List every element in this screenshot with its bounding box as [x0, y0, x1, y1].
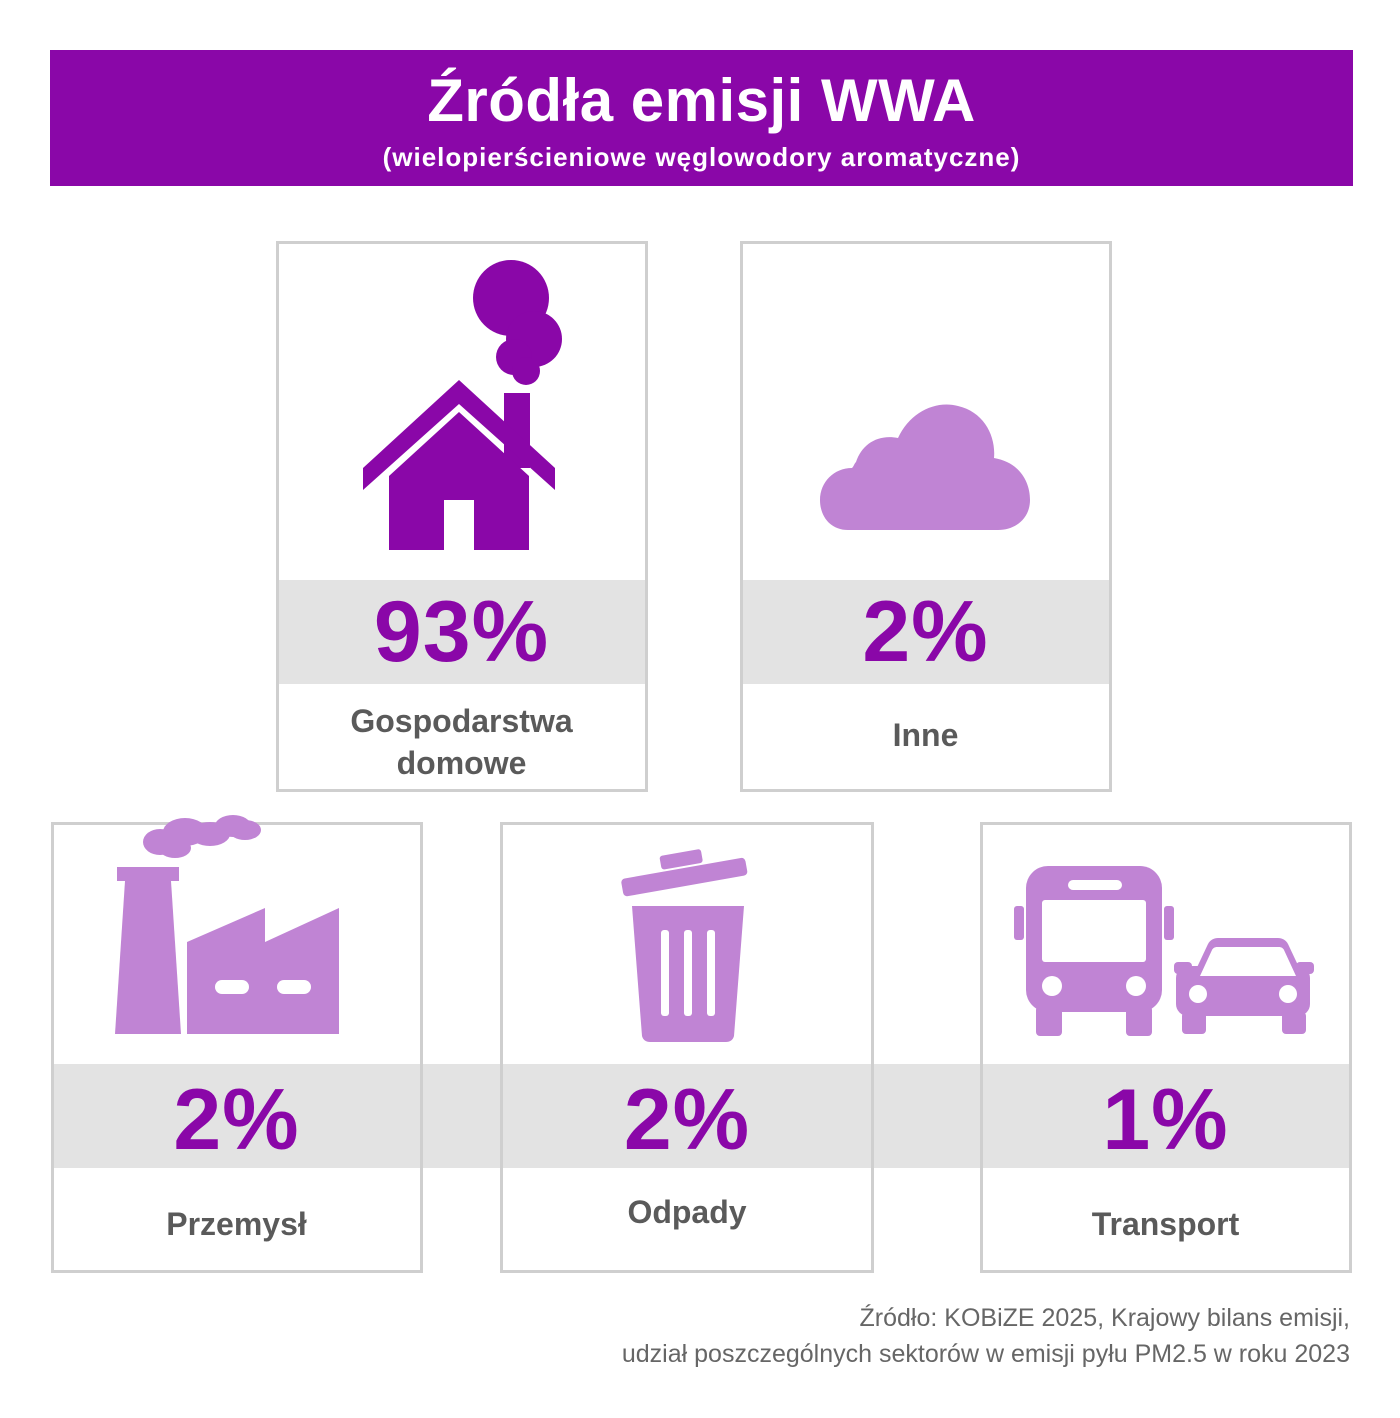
house-chimney-smoke-icon: [363, 260, 562, 550]
label-gospodarstwa-line-1: Gospodarstwa: [350, 703, 573, 739]
value-band-bottom: [52, 1064, 1350, 1168]
source-note: Źródło: KOBiZE 2025, Krajowy bilans emis…: [622, 1300, 1350, 1372]
card-odpady: [500, 822, 874, 1273]
label-gospodarstwa-line-2: domowe: [396, 745, 527, 781]
cloud-icon: [820, 404, 1030, 530]
bus-and-car-icon: [1014, 866, 1314, 1036]
label-inne: Inne: [892, 717, 959, 753]
card-inne: [740, 241, 1112, 792]
factory-icon: [115, 815, 339, 1034]
chart-subtitle: (wielopierścieniowe węglowodory aromatyc…: [382, 142, 1021, 172]
value-inne: 2%: [862, 584, 989, 680]
value-przemysl: 2%: [173, 1072, 300, 1168]
chart-title: Źródła emisji WWA: [427, 67, 976, 134]
title-banner: Źródła emisji WWA (wielopierścieniowe wę…: [50, 50, 1353, 186]
value-band-top-right: [741, 580, 1110, 684]
trash-bin-icon: [621, 849, 748, 1042]
source-line-1: Źródło: KOBiZE 2025, Krajowy bilans emis…: [859, 1304, 1350, 1332]
value-gospodarstwa-domowe: 93%: [373, 584, 550, 680]
card-transport: [980, 822, 1352, 1273]
label-odpady: Odpady: [627, 1194, 747, 1230]
label-przemysl: Przemysł: [166, 1206, 307, 1242]
value-band-top-left: [277, 580, 646, 684]
label-gospodarstwa-domowe: Gospodarstwa domowe: [277, 700, 646, 784]
card-gospodarstwa-domowe: [276, 241, 648, 792]
value-transport: 1%: [1102, 1072, 1229, 1168]
label-transport: Transport: [1091, 1206, 1240, 1242]
value-odpady: 2%: [623, 1072, 751, 1168]
source-line-2: udział poszczególnych sektorów w emisji …: [621, 1340, 1350, 1368]
